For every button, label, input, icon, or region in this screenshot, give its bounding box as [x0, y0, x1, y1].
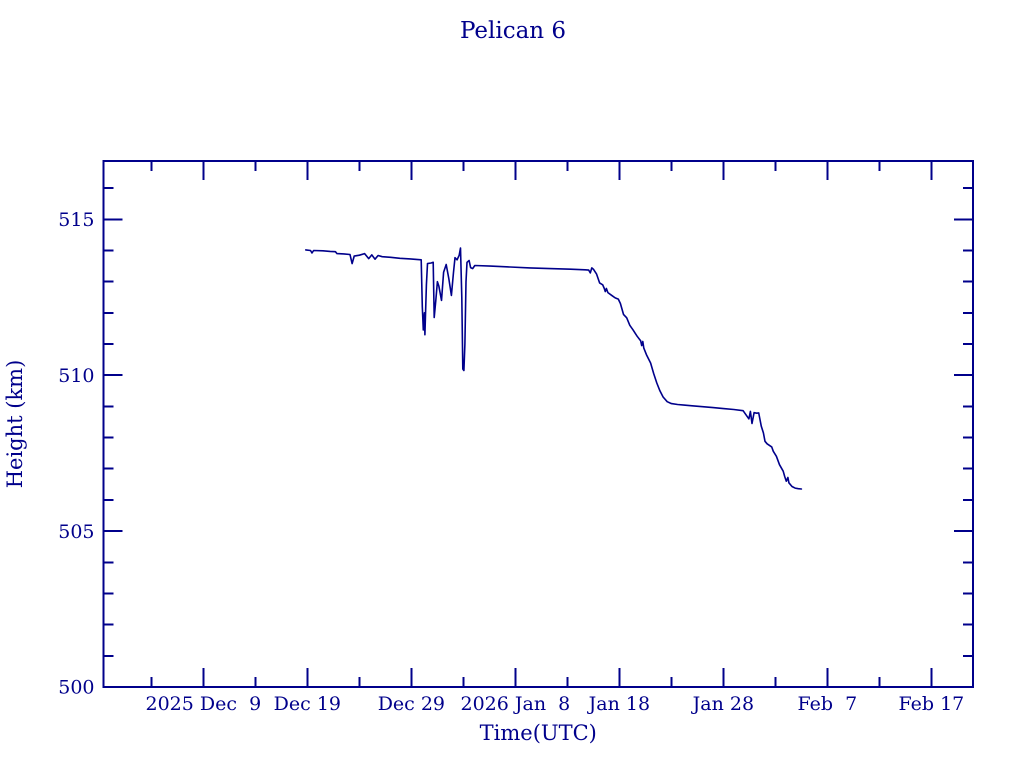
y-tick-label: 500: [58, 677, 94, 699]
x-tick-label: 2025 Dec 9: [146, 693, 262, 715]
x-tick-label: Feb 7: [798, 693, 858, 715]
y-tick-label: 510: [58, 365, 94, 387]
x-tick-label: Dec 19: [274, 693, 341, 715]
x-tick-label: Jan 18: [587, 693, 650, 715]
y-axis-label: Height (km): [3, 360, 27, 489]
y-tick-label: 515: [58, 209, 94, 231]
plot-frame: [102, 160, 974, 688]
y-tick-label: 505: [58, 521, 94, 543]
x-axis-label: Time(UTC): [480, 721, 597, 745]
height-series-line: [304, 247, 803, 490]
x-tick-label: Dec 29: [378, 693, 445, 715]
x-tick-label: Jan 28: [691, 693, 754, 715]
chart-title: Pelican 6: [460, 18, 566, 44]
x-tick-label: 2026 Jan 8: [460, 693, 570, 715]
x-tick-label: Feb 17: [899, 693, 965, 715]
